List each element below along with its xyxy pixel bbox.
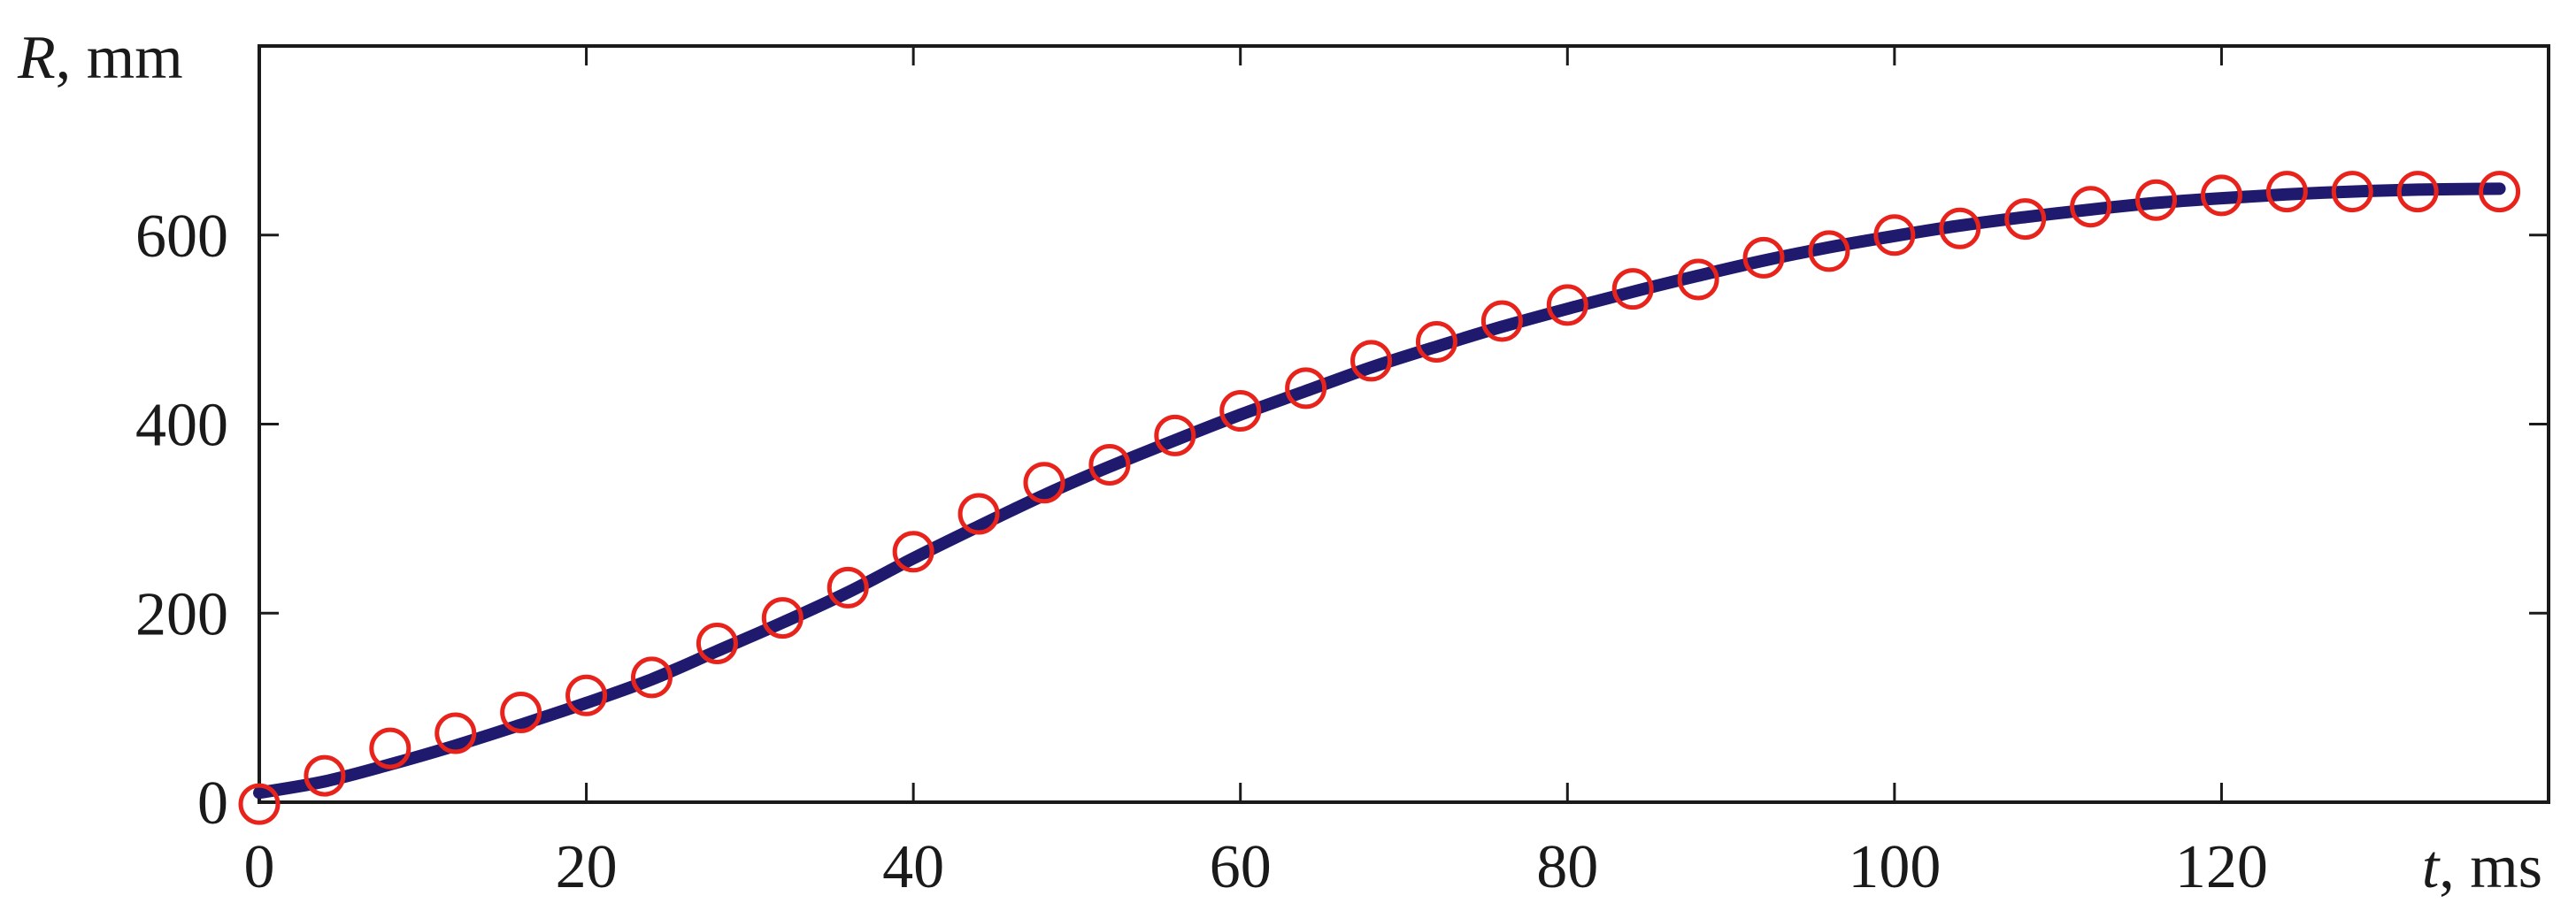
- y-tick-label: 0: [197, 769, 228, 838]
- x-tick-label: 20: [556, 833, 618, 901]
- data-point-marker: [1350, 340, 1393, 382]
- data-point-marker: [1088, 443, 1131, 486]
- series-layer: [238, 171, 2521, 825]
- data-point-marker: [957, 493, 1000, 535]
- axis-ticks: [258, 46, 2549, 804]
- data-point-marker: [1285, 367, 1327, 410]
- data-point-marker: [1154, 414, 1196, 456]
- data-point-marker: [1742, 236, 1785, 279]
- x-axis-unit: , ms: [2439, 833, 2542, 901]
- x-axis-label: t, ms: [2422, 833, 2542, 901]
- x-tick-label: 60: [1210, 833, 1272, 901]
- data-point-marker: [1415, 321, 1457, 364]
- y-tick-label: 400: [135, 392, 228, 460]
- data-point-marker: [2200, 174, 2242, 217]
- data-point-marker: [2265, 171, 2308, 213]
- data-point-marker: [1873, 214, 1916, 256]
- y-axis-symbol: R: [17, 24, 56, 92]
- data-point-marker: [1611, 268, 1654, 310]
- x-tick-label: 80: [1536, 833, 1598, 901]
- data-point-marker: [1480, 300, 1523, 342]
- data-point-marker: [2396, 171, 2439, 213]
- x-tick-label: 100: [1848, 833, 1941, 901]
- data-point-marker: [892, 531, 934, 573]
- data-point-marker: [630, 656, 673, 699]
- x-tick-label: 120: [2175, 833, 2268, 901]
- data-point-marker: [2070, 186, 2112, 228]
- data-point-marker: [369, 727, 411, 769]
- x-axis-symbol: t: [2422, 833, 2441, 901]
- tick-labels: 0 20 40 60 80 100 120 0 200 400 600: [135, 203, 2268, 901]
- data-point-marker: [1939, 207, 1981, 249]
- data-point-marker: [1219, 390, 1262, 433]
- data-point-marker: [2004, 198, 2047, 241]
- data-point-marker: [500, 691, 542, 733]
- data-point-marker: [1808, 230, 1850, 272]
- data-point-marker: [1546, 284, 1588, 326]
- data-point-marker: [761, 597, 804, 639]
- y-axis-label: R, mm: [17, 24, 183, 92]
- y-axis-unit: , mm: [56, 24, 183, 92]
- data-point-marker: [827, 566, 869, 609]
- y-tick-label: 200: [135, 580, 228, 648]
- y-tick-label: 600: [135, 203, 228, 271]
- data-point-marker: [2331, 171, 2373, 213]
- data-point-marker: [565, 674, 608, 716]
- data-point-marker: [696, 622, 738, 664]
- data-point-marker: [2135, 179, 2178, 221]
- x-tick-label: 40: [882, 833, 944, 901]
- data-point-marker: [1677, 258, 1719, 301]
- x-tick-label: 0: [244, 833, 275, 901]
- data-point-marker: [238, 783, 281, 825]
- fit-curve-line: [253, 182, 2506, 800]
- data-point-marker: [1023, 462, 1065, 504]
- data-point-marker: [2479, 171, 2521, 213]
- data-point-marker: [304, 754, 346, 797]
- data-point-marker: [434, 712, 477, 754]
